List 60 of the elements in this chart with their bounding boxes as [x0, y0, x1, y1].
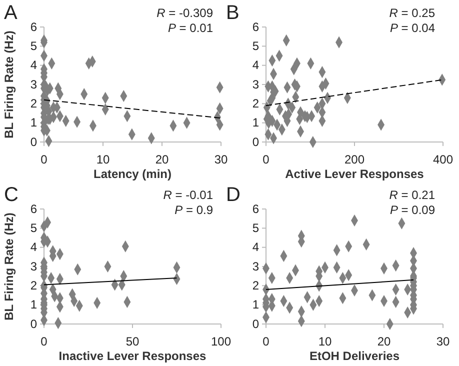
y-tick-label: 2 [30, 278, 38, 293]
y-tick-label: 3 [30, 77, 38, 92]
y-tick-label: 5 [252, 221, 260, 236]
x-tick-label: 0 [40, 334, 48, 348]
x-tick-label: 400 [432, 152, 454, 166]
x-tick-label: 10 [318, 334, 332, 348]
y-tick-label: 1 [252, 298, 260, 312]
y-tick-label: 4 [252, 240, 260, 254]
x-tick-label: 30 [214, 152, 228, 166]
y-axis-title: BL Firing Rate (Hz) [2, 30, 16, 138]
y-tick-label: 6 [252, 20, 260, 34]
y-tick-label: 6 [252, 202, 260, 216]
y-tick-label: 2 [252, 278, 260, 293]
y-tick-label: 0 [252, 134, 260, 149]
y-tick-label: 0 [252, 316, 260, 331]
chart-title: B [226, 2, 240, 24]
y-tick-label: 0 [30, 316, 38, 331]
x-axis-title: EtOH Deliveries [309, 349, 400, 363]
y-tick-label: 2 [252, 96, 260, 111]
text: R = -0.309 [156, 6, 214, 20]
y-tick-label: 4 [252, 58, 260, 72]
x-axis-title: Active Lever Responses [285, 167, 424, 181]
x-tick-label: 50 [126, 334, 140, 348]
y-tick-label: 5 [252, 39, 260, 54]
text: R = 0.25 [389, 6, 436, 20]
x-tick-label: 10 [96, 152, 110, 166]
x-tick-label: 200 [344, 152, 365, 166]
y-tick-label: 5 [30, 39, 38, 54]
chart-title: C [4, 184, 18, 206]
chart-title: D [226, 184, 240, 206]
y-tick-label: 2 [30, 96, 38, 111]
annotation: P = 0.09 [390, 203, 436, 217]
x-tick-label: 0 [262, 152, 270, 166]
y-tick-label: 3 [252, 77, 260, 92]
y-tick-label: 1 [30, 298, 38, 312]
y-tick-label: 3 [252, 259, 260, 274]
y-axis-title: BL Firing Rate (Hz) [2, 212, 16, 320]
x-tick-label: 0 [40, 152, 48, 166]
y-tick-label: 1 [30, 116, 38, 130]
x-tick-label: 100 [210, 334, 232, 348]
x-tick-label: 30 [436, 334, 450, 348]
y-tick-label: 6 [30, 20, 38, 34]
y-tick-label: 6 [30, 202, 38, 216]
text: R = 0.21 [389, 188, 436, 202]
x-tick-label: 0 [262, 334, 270, 348]
x-tick-label: 20 [377, 334, 391, 348]
annotation: P = 0.04 [390, 21, 436, 35]
annotation: P = 0.01 [168, 21, 214, 35]
x-tick-label: 20 [155, 152, 169, 166]
chart-title: A [4, 2, 18, 24]
y-tick-label: 4 [30, 240, 38, 254]
annotation: P = 0.9 [174, 203, 214, 217]
text: R = -0.01 [163, 188, 214, 202]
y-tick-label: 1 [252, 116, 260, 130]
y-tick-label: 0 [30, 134, 38, 149]
x-axis-title: Inactive Lever Responses [58, 349, 207, 363]
y-tick-label: 5 [30, 221, 38, 236]
y-tick-label: 3 [30, 259, 38, 274]
y-tick-label: 4 [30, 58, 38, 72]
x-axis-title: Latency (min) [93, 167, 172, 181]
